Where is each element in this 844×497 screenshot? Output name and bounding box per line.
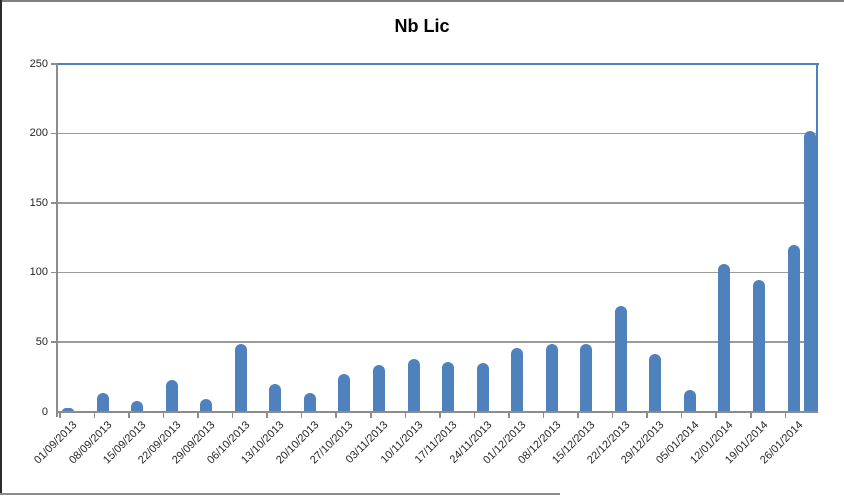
frame-border-left	[0, 0, 2, 495]
bar	[234, 343, 247, 412]
bar	[683, 389, 696, 412]
x-axis-tick	[542, 413, 545, 418]
y-tick-label: 50	[35, 335, 48, 348]
y-axis-tick	[51, 271, 57, 274]
x-axis-tick	[128, 413, 130, 418]
gridline	[57, 271, 817, 274]
x-axis-tick	[300, 413, 303, 418]
bar	[649, 353, 662, 412]
bar	[753, 279, 765, 412]
x-axis-tick	[439, 413, 441, 418]
y-tick-label: 0	[41, 405, 48, 418]
x-axis-tick	[784, 413, 787, 418]
plot-border-right	[816, 63, 818, 413]
x-axis-tick	[162, 413, 165, 418]
bar	[614, 306, 627, 412]
gridline	[57, 132, 817, 135]
x-axis-tick	[577, 413, 579, 418]
bar	[62, 407, 74, 412]
x-axis-tick	[231, 413, 234, 418]
y-tick-label: 200	[29, 127, 48, 140]
bar	[372, 364, 385, 412]
frame-border-top	[0, 0, 844, 2]
x-axis-tick	[197, 413, 199, 418]
x-axis-tick	[59, 413, 61, 418]
x-axis-tick	[369, 413, 372, 418]
bar	[269, 384, 282, 412]
chart-title: Nb Lic	[394, 16, 450, 36]
x-axis-tick	[611, 413, 614, 418]
plot-border-top	[57, 63, 819, 65]
x-axis-tick	[508, 413, 510, 418]
x-axis-tick	[404, 413, 407, 418]
gridline	[57, 202, 817, 204]
gridline	[57, 341, 817, 343]
bar	[200, 399, 213, 412]
bar	[303, 392, 316, 412]
y-axis-tick	[51, 132, 57, 135]
bar	[804, 130, 816, 412]
x-axis-tick	[335, 413, 337, 418]
y-tick-label: 100	[29, 266, 48, 279]
bar	[165, 379, 178, 412]
y-axis-line	[56, 63, 58, 417]
y-axis-tick	[51, 341, 57, 343]
bar	[545, 343, 558, 412]
bar	[718, 264, 731, 412]
bar	[407, 359, 420, 412]
x-axis-tick	[750, 413, 752, 418]
y-tick-label: 250	[29, 57, 48, 70]
x-axis-tick	[473, 413, 476, 418]
y-tick-label: 150	[29, 196, 48, 209]
bar	[442, 361, 455, 412]
x-axis-line	[56, 411, 818, 413]
bar	[511, 347, 524, 412]
x-axis-tick	[266, 413, 268, 418]
bar	[338, 374, 351, 412]
bar	[476, 363, 489, 412]
y-axis-tick	[51, 63, 57, 65]
bar	[580, 343, 593, 412]
bar	[787, 244, 800, 412]
x-axis-tick	[93, 413, 96, 418]
x-axis-tick	[646, 413, 648, 418]
bar	[96, 392, 109, 412]
x-axis-tick	[715, 413, 718, 418]
y-axis-tick	[51, 202, 57, 204]
bar	[131, 400, 144, 412]
frame-border-bottom	[0, 493, 560, 495]
x-axis-tick	[680, 413, 683, 418]
